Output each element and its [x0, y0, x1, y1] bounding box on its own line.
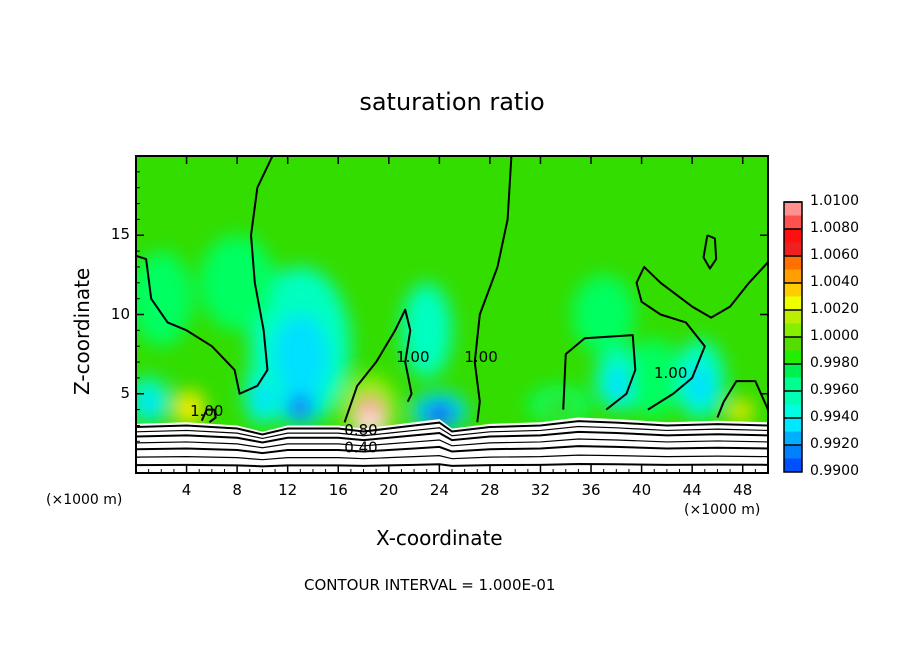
colorbar-band: [784, 458, 802, 472]
contour-line-1-00: [562, 334, 637, 411]
field-anomaly-core: [640, 362, 669, 406]
contour-label: 0.40: [344, 438, 377, 456]
contour-line-1-00: [136, 156, 274, 395]
low-level-contour: [136, 425, 768, 440]
colorbar-label: 0.9900: [810, 463, 859, 479]
colorbar-band: [784, 418, 802, 432]
x-tick-label: 32: [530, 481, 551, 499]
field-anomaly-core: [412, 311, 441, 364]
contour-label: 1.00: [190, 402, 223, 420]
x-tick-label: 20: [379, 481, 399, 499]
colorbar-band: [784, 269, 802, 283]
y-tick-label: 15: [110, 225, 130, 244]
field-anomaly-core: [143, 279, 179, 332]
colorbar-band: [784, 445, 802, 459]
colorbar-band: [784, 283, 802, 297]
field-anomaly-core: [685, 363, 714, 408]
field-anomaly-core: [216, 263, 258, 317]
x-tick-label: 24: [429, 481, 449, 499]
colorbar-label: 1.0060: [810, 247, 859, 263]
x-tick-label: 48: [733, 481, 753, 499]
colorbar-band: [784, 350, 802, 364]
x-tick-label: 28: [480, 481, 500, 499]
x-tick-label: 8: [232, 481, 242, 499]
contour-line-1-00: [473, 156, 513, 423]
colorbar-band: [784, 391, 802, 405]
contour-line-1-00: [702, 234, 718, 270]
field-anomaly-core: [272, 314, 329, 402]
colorbar-band: [784, 404, 802, 418]
low-level-contour: [136, 463, 768, 468]
colorbar-label: 1.0020: [810, 301, 859, 317]
contour-line-1-00: [716, 380, 768, 418]
contour-line-1-00: [343, 308, 413, 423]
field-anomaly-core: [424, 403, 455, 425]
colorbar-band: [784, 256, 802, 270]
contour-line-1-00: [200, 408, 217, 424]
x-tick-label: 40: [632, 481, 652, 499]
field-anomaly-core: [176, 394, 202, 423]
colorbar-band: [784, 310, 802, 324]
colorbar-band: [784, 377, 802, 391]
colorbar-label: 0.9960: [810, 382, 859, 398]
colorbar-band: [784, 364, 802, 378]
x-tick-label: 12: [278, 481, 298, 499]
low-level-contour: [136, 420, 768, 436]
y-tick-label: 10: [110, 304, 130, 323]
x-tick-label: 4: [181, 481, 192, 499]
colorbar-band: [784, 337, 802, 351]
chart-title: saturation ratio: [359, 88, 545, 116]
colorbar-band: [784, 323, 802, 337]
y-axis-label: Z-coordinate: [70, 267, 94, 395]
low-level-contour: [136, 445, 768, 455]
colorbar-label: 0.9940: [810, 409, 859, 425]
low-level-contour: [136, 438, 768, 449]
colorbar-label: 1.0080: [810, 220, 859, 236]
y-tick-label: 5: [120, 383, 130, 402]
colorbar-label: 1.0000: [810, 328, 859, 344]
colorbar-label: 1.0040: [810, 274, 859, 290]
contour-interval-note: CONTOUR INTERVAL = 1.000E-01: [304, 576, 556, 594]
contour-label: 1.00: [464, 348, 497, 366]
low-level-contour: [136, 430, 768, 444]
colorbar-label: 0.9980: [810, 355, 859, 371]
x-tick-label: 44: [682, 481, 702, 499]
colorbar-band: [784, 242, 802, 256]
contour-line-1-00: [635, 261, 768, 411]
colorbar-label: 1.0100: [810, 193, 859, 209]
colorbar-band: [784, 229, 802, 243]
field-anomaly-core: [586, 298, 622, 343]
low-level-contour: [136, 454, 768, 461]
colorbar-band: [784, 431, 802, 445]
contour-label: 1.00: [654, 364, 687, 382]
colorbar-band: [784, 202, 802, 216]
colorbar-label: 0.9920: [810, 436, 859, 452]
saturated-core: [361, 409, 379, 431]
x-unit-label-right: (×1000 m): [684, 502, 761, 518]
field-anomaly-core: [289, 397, 311, 419]
x-unit-label-left: (×1000 m): [46, 492, 123, 508]
colorbar-frame: [783, 201, 803, 473]
x-tick-label: 36: [581, 481, 601, 499]
field-anomaly-core: [138, 390, 160, 417]
colorbar-band: [784, 296, 802, 310]
contour-label: 1.00: [396, 348, 429, 366]
field-anomaly-core: [251, 381, 273, 416]
colorbar-band: [784, 215, 802, 229]
x-axis-label: X-coordinate: [376, 526, 503, 550]
field-anomaly-core: [729, 403, 751, 421]
field-anomaly-core: [542, 397, 577, 419]
contour-label: 0.80: [344, 421, 377, 439]
x-tick-label: 16: [328, 481, 348, 499]
